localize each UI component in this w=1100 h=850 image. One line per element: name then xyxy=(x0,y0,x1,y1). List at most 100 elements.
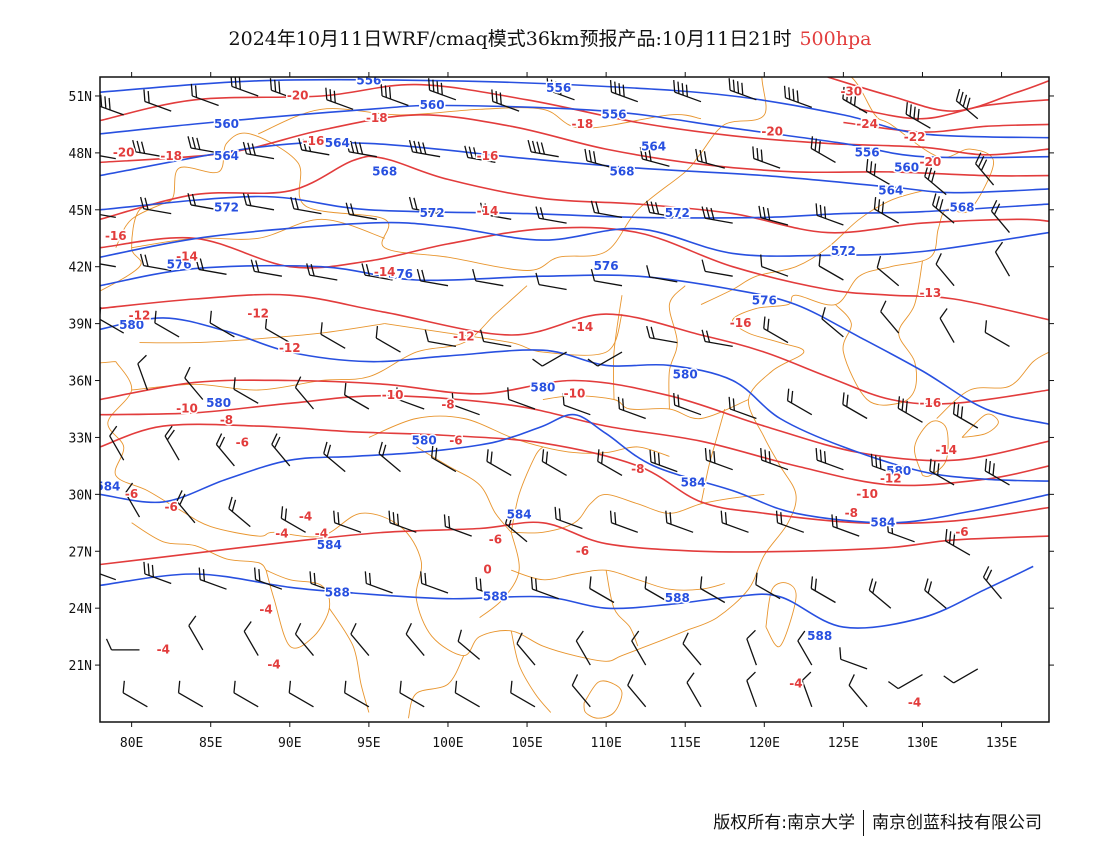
wind-barb xyxy=(870,453,899,477)
wind-barb xyxy=(294,376,314,410)
wind-barb xyxy=(472,268,504,287)
temperature-label: -4 xyxy=(267,658,280,672)
height-contour xyxy=(100,221,1049,258)
temperature-contour xyxy=(100,83,1049,156)
height-label: 588 xyxy=(807,629,832,643)
height-contours xyxy=(100,78,1049,629)
border-taiwan xyxy=(765,582,797,648)
height-label: 588 xyxy=(325,586,350,600)
wind-barb xyxy=(288,680,314,708)
wind-barb xyxy=(752,146,781,169)
wind-barb xyxy=(810,576,836,604)
wind-barb xyxy=(932,193,955,224)
temperature-label: -14 xyxy=(935,443,957,457)
border-province-8 xyxy=(612,295,623,400)
wind-barb xyxy=(280,506,306,533)
border-korea xyxy=(835,260,923,406)
wind-barb xyxy=(746,671,758,708)
height-label: 584 xyxy=(317,538,342,552)
height-label: 572 xyxy=(831,244,856,258)
lon-tick-label: 110E xyxy=(590,736,621,751)
wind-barb xyxy=(924,578,947,609)
wind-barb xyxy=(176,490,196,524)
height-label: 560 xyxy=(214,117,239,131)
wind-barb xyxy=(408,196,441,215)
wind-barb xyxy=(396,387,425,410)
wind-barb xyxy=(975,152,995,186)
wind-barb xyxy=(801,671,813,708)
wind-barb xyxy=(164,425,180,461)
wind-barb xyxy=(786,388,813,416)
wind-barb xyxy=(230,77,259,97)
wind-barb xyxy=(243,621,259,656)
height-label: 580 xyxy=(119,318,144,332)
wind-barb xyxy=(420,571,449,594)
wind-barb xyxy=(486,449,512,476)
temperature-contours xyxy=(100,77,1049,566)
border-province-1 xyxy=(131,218,385,249)
wind-barb xyxy=(320,322,346,349)
wind-barb xyxy=(728,396,757,420)
wind-barb xyxy=(187,136,219,154)
temperature-label: -8 xyxy=(631,462,644,476)
wind-barb xyxy=(424,329,457,348)
height-label: 572 xyxy=(214,200,239,214)
wind-barb xyxy=(187,193,219,211)
wind-barb xyxy=(535,206,567,224)
wind-barb xyxy=(100,211,116,219)
wind-barb xyxy=(530,577,559,600)
wind-barb xyxy=(897,396,923,423)
temperature-contour xyxy=(100,379,1049,462)
temperature-label: -10 xyxy=(176,402,198,416)
wind-barb xyxy=(143,561,172,585)
wind-barb xyxy=(109,425,125,461)
height-contour xyxy=(100,317,1049,482)
border-province-15 xyxy=(510,446,544,533)
wind-barb xyxy=(242,193,275,211)
wind-barb xyxy=(982,566,1002,600)
wind-barb xyxy=(590,268,623,287)
wind-barb xyxy=(990,199,1010,234)
wind-barb xyxy=(250,259,283,277)
temperature-label: -6 xyxy=(236,436,249,450)
lon-tick-label: 90E xyxy=(278,736,301,751)
temperature-label: -14 xyxy=(572,320,594,334)
wind-barb xyxy=(842,86,868,114)
wind-barb xyxy=(298,138,330,156)
wind-barb xyxy=(783,85,813,109)
wind-barb xyxy=(233,377,259,404)
temperature-label: -12 xyxy=(247,307,269,321)
wind-barb xyxy=(609,510,639,533)
temperature-contour xyxy=(100,226,1049,321)
temperature-label: -10 xyxy=(856,487,878,501)
border-indochina-1 xyxy=(407,655,465,719)
wind-barb xyxy=(541,449,567,476)
wind-barb xyxy=(105,638,140,651)
height-label: 556 xyxy=(356,73,381,87)
height-label: 584 xyxy=(870,515,895,529)
temperature-contour xyxy=(843,121,1049,133)
height-label: 564 xyxy=(214,149,239,163)
height-label: 576 xyxy=(594,259,619,273)
height-label: 568 xyxy=(949,200,974,214)
height-label: 576 xyxy=(388,267,413,281)
height-label: 576 xyxy=(752,293,777,307)
lat-tick-label: 36N xyxy=(69,375,92,390)
footer-copyright: 版权所有:南京大学 xyxy=(713,813,855,833)
wind-barb xyxy=(190,83,219,107)
wind-barb xyxy=(464,145,496,164)
wind-barb xyxy=(443,514,472,537)
wind-barb xyxy=(233,680,259,708)
wind-barb xyxy=(416,268,449,287)
wind-barb xyxy=(510,680,536,708)
temperature-label: -10 xyxy=(382,388,404,402)
wind-barb xyxy=(405,622,425,657)
wind-barb xyxy=(546,78,575,101)
wind-barb xyxy=(955,88,979,120)
wind-barb xyxy=(228,496,251,528)
temperature-label: -8 xyxy=(845,506,858,520)
wind-barb xyxy=(139,253,172,272)
wind-barb xyxy=(673,80,702,103)
temperature-label: -18 xyxy=(366,111,388,125)
height-label: 580 xyxy=(412,434,437,448)
